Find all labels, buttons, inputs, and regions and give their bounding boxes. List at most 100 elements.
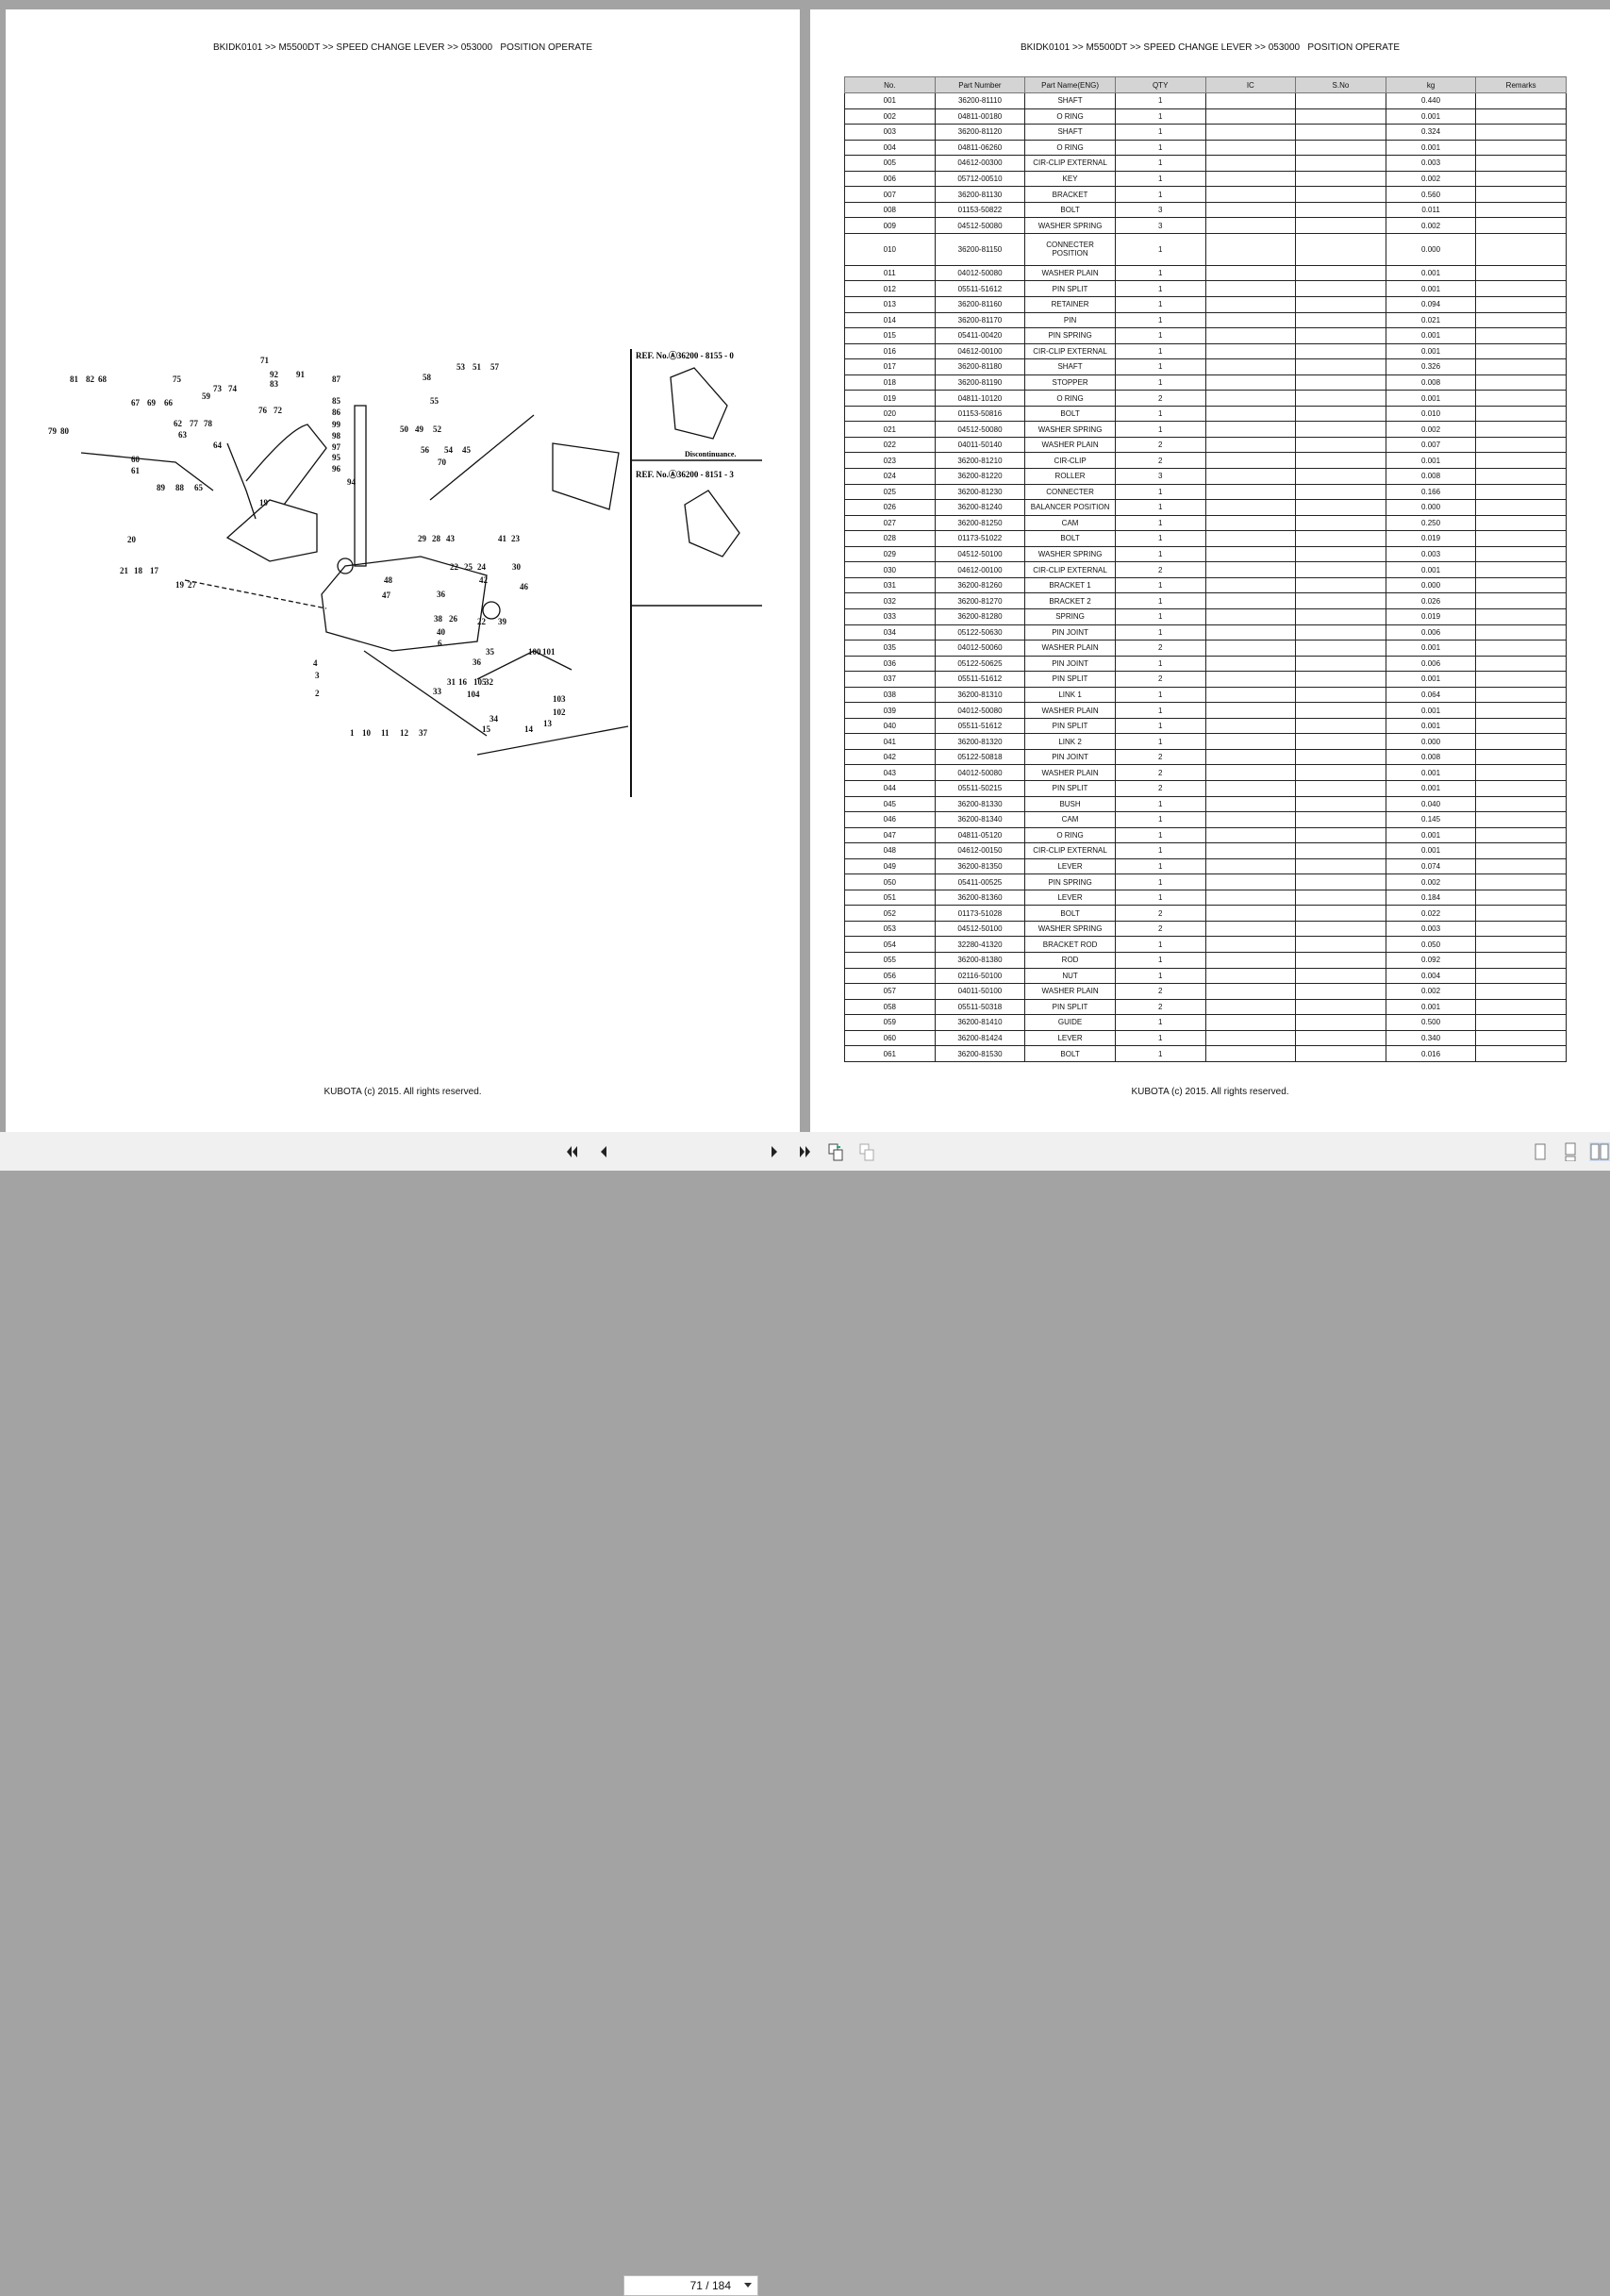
cell-qty: 1: [1114, 280, 1206, 298]
cell-sno: [1295, 842, 1386, 859]
cell-ic: [1204, 124, 1297, 141]
callout-label: 13: [543, 719, 553, 728]
cell-qty: 1: [1114, 717, 1206, 735]
cell-kg: 0.001: [1385, 264, 1477, 282]
callout-label: 86: [332, 408, 341, 417]
cell-kg: 0.184: [1385, 889, 1477, 907]
back-view-button[interactable]: [826, 1142, 847, 1161]
callout-label: 66: [164, 398, 174, 408]
cell-part-name: WASHER PLAIN: [1024, 983, 1116, 1000]
callout-label: 78: [204, 419, 213, 428]
cell-qty: 1: [1114, 155, 1206, 172]
cell-sno: [1295, 280, 1386, 298]
cell-part-number: 05122-50818: [934, 748, 1026, 766]
cell-kg: 0.001: [1385, 671, 1477, 688]
cell-remarks: [1475, 405, 1567, 423]
cell-part-number: 36200-81530: [934, 1045, 1026, 1062]
table-row: 022 04011-50140 WASHER PLAIN 2 0.007: [844, 436, 1567, 454]
cell-part-number: 36200-81260: [934, 576, 1026, 594]
next-page-button[interactable]: [764, 1142, 785, 1161]
parts-table: No. Part Number Part Name(ENG) QTY IC S.No kg R…: [844, 76, 1567, 1062]
cell-part-number: 01173-51028: [934, 905, 1026, 922]
callout-label: 29: [418, 534, 427, 543]
page-number-field[interactable]: 71 / 184: [623, 2275, 758, 2296]
cell-no: 001: [844, 92, 936, 109]
cell-remarks: [1475, 592, 1567, 609]
cell-kg: 0.004: [1385, 967, 1477, 985]
cell-part-name: CONNECTER POSITION: [1024, 232, 1116, 266]
cell-qty: 1: [1114, 264, 1206, 282]
cell-part-name: PIN SPLIT: [1024, 717, 1116, 735]
previous-page-button[interactable]: [593, 1142, 614, 1161]
cell-no: 061: [844, 1045, 936, 1062]
callout-label: 56: [421, 445, 430, 455]
table-row: 033 36200-81280 SPRING 1 0.019: [844, 607, 1567, 625]
cell-kg: 0.001: [1385, 108, 1477, 125]
table-row: 055 36200-81380 ROD 1 0.092: [844, 951, 1567, 969]
cell-qty: 1: [1114, 889, 1206, 907]
cell-sno: [1295, 405, 1386, 423]
callout-label: 52: [433, 424, 442, 434]
cell-kg: 0.008: [1385, 468, 1477, 485]
table-row: 060 36200-81424 LEVER 1 0.340: [844, 1029, 1567, 1047]
cell-part-name: WASHER PLAIN: [1024, 264, 1116, 282]
cell-remarks: [1475, 545, 1567, 563]
callout-label: 26: [449, 614, 458, 624]
cell-remarks: [1475, 296, 1567, 313]
callout-label: 33: [433, 687, 442, 696]
two-page-view-button[interactable]: [1589, 1142, 1610, 1161]
callout-label: 41: [498, 534, 507, 543]
last-page-button[interactable]: [794, 1142, 815, 1161]
cell-no: 040: [844, 717, 936, 735]
forward-view-button[interactable]: [857, 1142, 878, 1161]
first-page-button[interactable]: [562, 1142, 583, 1161]
cell-ic: [1204, 296, 1297, 313]
cell-part-number: 36200-81424: [934, 1029, 1026, 1047]
cell-remarks: [1475, 264, 1567, 282]
continuous-view-button[interactable]: [1560, 1142, 1581, 1161]
table-row: 020 01153-50816 BOLT 1 0.010: [844, 405, 1567, 423]
cell-sno: [1295, 951, 1386, 969]
table-row: 038 36200-81310 LINK 1 1 0.064: [844, 686, 1567, 704]
callout-label: 23: [511, 534, 521, 543]
cell-qty: 1: [1114, 607, 1206, 625]
cell-sno: [1295, 374, 1386, 391]
cell-remarks: [1475, 936, 1567, 953]
cell-part-number: 36200-81410: [934, 1014, 1026, 1031]
callout-label: 21: [120, 566, 129, 575]
callout-label: 91: [296, 370, 306, 379]
cell-part-name: PIN SPRING: [1024, 873, 1116, 890]
cell-remarks: [1475, 764, 1567, 781]
cell-kg: 0.019: [1385, 530, 1477, 547]
cell-no: 008: [844, 201, 936, 219]
cell-remarks: [1475, 311, 1567, 329]
next-page-icon: [772, 1146, 777, 1157]
cell-sno: [1295, 764, 1386, 781]
table-row: 025 36200-81230 CONNECTER 1 0.166: [844, 483, 1567, 501]
cell-qty: 1: [1114, 936, 1206, 953]
cell-part-name: BRACKET 2: [1024, 592, 1116, 609]
cell-ic: [1204, 232, 1297, 266]
cell-sno: [1295, 545, 1386, 563]
cell-part-name: ROD: [1024, 951, 1116, 969]
cell-remarks: [1475, 748, 1567, 766]
table-row: 040 05511-51612 PIN SPLIT 1 0.001: [844, 717, 1567, 735]
cell-kg: 0.145: [1385, 811, 1477, 828]
single-page-view-button[interactable]: [1530, 1142, 1551, 1161]
cell-sno: [1295, 483, 1386, 501]
table-row: 032 36200-81270 BRACKET 2 1 0.026: [844, 592, 1567, 609]
table-row: 042 05122-50818 PIN JOINT 2 0.008: [844, 748, 1567, 766]
cell-part-number: 36200-81230: [934, 483, 1026, 501]
cell-ic: [1204, 436, 1297, 454]
chevron-down-icon[interactable]: [744, 2283, 752, 2288]
callout-label: 39: [498, 617, 507, 626]
cell-kg: 0.001: [1385, 280, 1477, 298]
cell-kg: 0.040: [1385, 795, 1477, 813]
back-view-icon: [828, 1143, 843, 1161]
cell-ic: [1204, 889, 1297, 907]
cell-qty: 1: [1114, 514, 1206, 532]
cell-kg: 0.074: [1385, 857, 1477, 875]
cell-part-name: O RING: [1024, 108, 1116, 125]
table-row: 044 05511-50215 PIN SPLIT 2 0.001: [844, 779, 1567, 797]
cell-part-name: PIN SPRING: [1024, 327, 1116, 344]
